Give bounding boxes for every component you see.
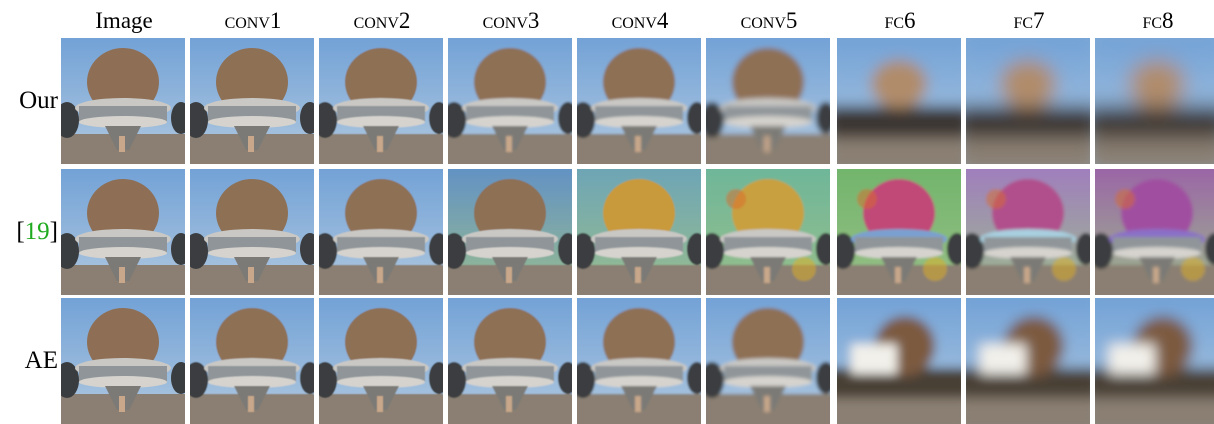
reconstruction-thumbnail (61, 298, 185, 424)
reconstruction-thumbnail (1095, 298, 1214, 424)
reconstruction-thumbnail (319, 38, 443, 164)
column-header-6: fc6 (884, 8, 916, 33)
reconstruction-thumbnail (448, 38, 572, 164)
column-header-8: fc8 (1142, 8, 1174, 33)
reconstruction-thumbnail (966, 169, 1090, 295)
reconstruction-thumbnail (319, 169, 443, 295)
reconstruction-thumbnail (706, 38, 830, 164)
column-header-3: conv3 (482, 8, 540, 33)
row-label-1: [19] (0, 217, 58, 247)
reconstruction-thumbnail (190, 38, 314, 164)
reconstruction-thumbnail (966, 38, 1090, 164)
reconstruction-thumbnail (448, 169, 572, 295)
column-header-2: conv2 (353, 8, 411, 33)
reconstruction-thumbnail (577, 38, 701, 164)
column-header-4: conv4 (611, 8, 669, 33)
column-header-1: conv1 (224, 8, 282, 33)
row-label-text: Our (19, 87, 58, 114)
reconstruction-thumbnail (706, 169, 830, 295)
reconstruction-thumbnail (837, 298, 961, 424)
row-label-text: AE (24, 347, 58, 374)
reconstruction-thumbnail (837, 169, 961, 295)
row-label-0: Our (0, 86, 58, 116)
reconstruction-thumbnail (1095, 169, 1214, 295)
citation-number[interactable]: 19 (24, 218, 50, 245)
reconstruction-thumbnail (706, 298, 830, 424)
cite-open-bracket: [ (16, 218, 25, 245)
row-label-2: AE (0, 346, 58, 376)
cite-close-bracket: ] (49, 218, 58, 245)
reconstruction-thumbnail (448, 298, 572, 424)
reconstruction-thumbnail (1095, 38, 1214, 164)
column-header-5: conv5 (740, 8, 798, 33)
reconstruction-thumbnail (61, 38, 185, 164)
column-header-7: fc7 (1013, 8, 1045, 33)
reconstruction-thumbnail (319, 298, 443, 424)
reconstruction-thumbnail (837, 38, 961, 164)
reconstruction-thumbnail (190, 298, 314, 424)
reconstruction-thumbnail (190, 169, 314, 295)
column-header-0: Image (95, 8, 153, 33)
reconstruction-thumbnail (577, 298, 701, 424)
reconstruction-thumbnail (966, 298, 1090, 424)
reconstruction-thumbnail (61, 169, 185, 295)
reconstruction-thumbnail (577, 169, 701, 295)
